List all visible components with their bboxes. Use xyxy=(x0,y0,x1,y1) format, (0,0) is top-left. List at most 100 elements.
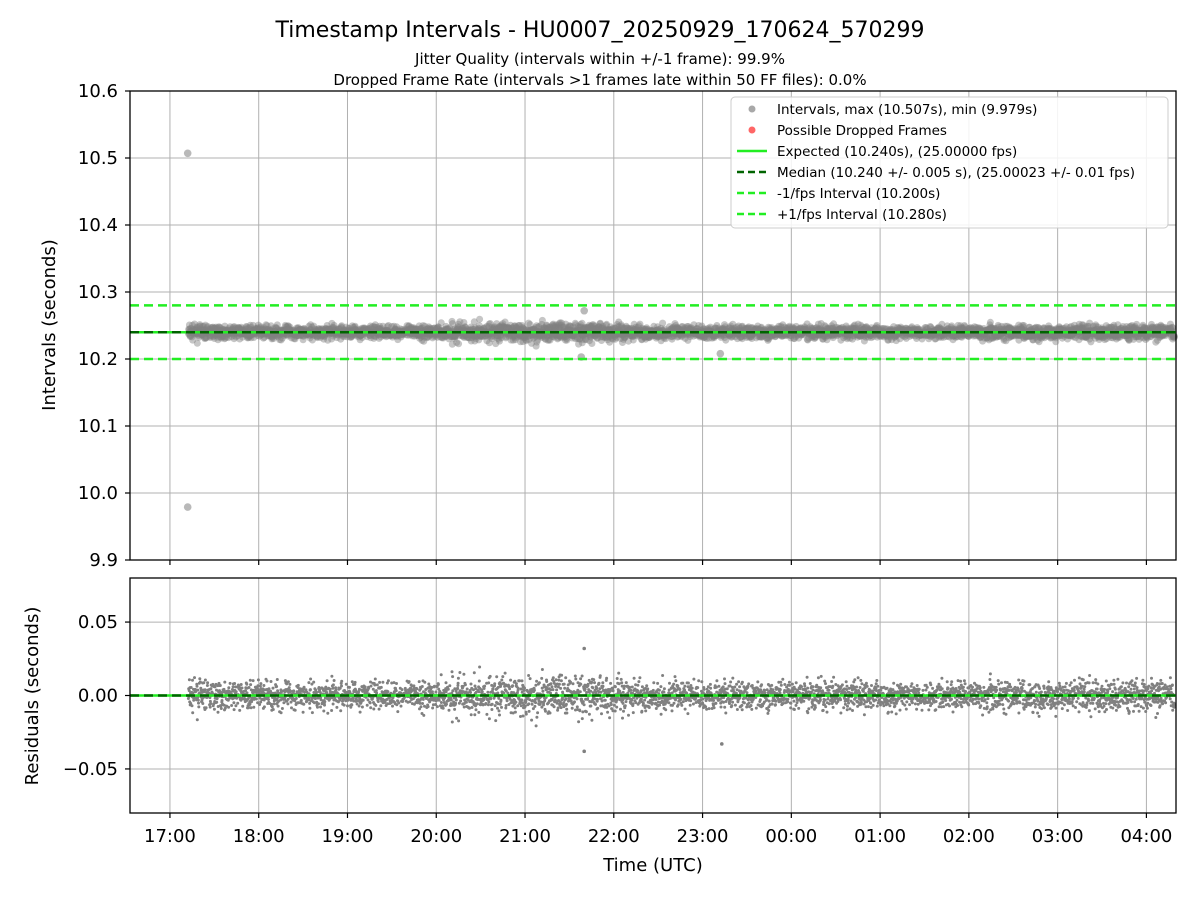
residual-point xyxy=(354,681,357,684)
residual-point xyxy=(323,704,326,707)
interval-point xyxy=(455,340,462,347)
residual-point xyxy=(202,681,205,684)
residual-point xyxy=(372,708,375,711)
residual-point xyxy=(437,683,440,686)
residual-point xyxy=(391,705,394,708)
residual-point xyxy=(434,691,437,694)
chart-subtitle-dropped: Dropped Frame Rate (intervals >1 frames … xyxy=(333,71,866,89)
residual-point xyxy=(266,680,269,683)
residual-point xyxy=(252,706,255,709)
residual-point xyxy=(288,683,291,686)
residual-point xyxy=(227,706,230,709)
residual-point xyxy=(431,690,434,693)
residual-point xyxy=(247,706,250,709)
residual-point xyxy=(281,707,284,710)
residual-point xyxy=(197,699,200,702)
residual-point xyxy=(209,706,212,709)
residual-point xyxy=(323,700,326,703)
residual-point xyxy=(351,680,354,683)
residual-point xyxy=(241,687,244,690)
residual-point xyxy=(309,678,312,681)
residual-point xyxy=(376,683,379,686)
residual-point xyxy=(359,711,362,714)
residual-point xyxy=(204,679,207,682)
residual-point xyxy=(334,689,337,692)
residual-point xyxy=(240,683,243,686)
residual-point xyxy=(294,709,297,712)
residual-point xyxy=(340,685,343,688)
residual-point xyxy=(250,706,253,709)
residual-point xyxy=(374,678,377,681)
residual-point xyxy=(447,688,450,691)
residual-point xyxy=(204,688,207,691)
residual-point xyxy=(209,702,212,705)
residual-point xyxy=(272,687,275,690)
residual-point xyxy=(205,706,208,709)
residual-point xyxy=(387,679,390,682)
residual-point xyxy=(311,711,314,714)
residual-point xyxy=(198,677,201,680)
residual-point xyxy=(395,689,398,692)
residual-point xyxy=(440,673,443,676)
residual-point xyxy=(216,697,219,700)
residual-point xyxy=(234,704,237,707)
residual-point xyxy=(229,682,232,685)
residual-point xyxy=(362,699,365,702)
residual-point xyxy=(332,703,335,706)
residual-point xyxy=(235,690,238,693)
residual-point xyxy=(191,704,194,707)
residual-point xyxy=(215,701,218,704)
residual-point xyxy=(257,678,260,681)
residual-point xyxy=(220,707,223,710)
residual-point xyxy=(440,701,443,704)
residual-point xyxy=(326,679,329,682)
residual-point xyxy=(369,701,372,704)
residual-point xyxy=(386,690,389,693)
residual-point xyxy=(230,704,233,707)
residual-point xyxy=(277,705,280,708)
residual-point xyxy=(280,711,283,714)
residual-point xyxy=(366,704,369,707)
residual-point xyxy=(330,675,333,678)
residual-point xyxy=(322,710,325,713)
residual-point xyxy=(288,686,291,689)
residual-point xyxy=(232,685,235,688)
residual-point xyxy=(248,686,251,689)
residual-point xyxy=(302,711,305,714)
residual-point xyxy=(275,685,278,688)
residual-point xyxy=(196,689,199,692)
residual-point xyxy=(233,682,236,685)
residual-point xyxy=(245,683,248,686)
residual-point xyxy=(308,702,311,705)
residual-point xyxy=(451,670,454,673)
residual-point xyxy=(408,680,411,683)
residual-point xyxy=(335,706,338,709)
interval-outlier-point xyxy=(717,350,725,358)
residual-point xyxy=(307,681,310,684)
interval-point xyxy=(194,340,201,347)
residual-point xyxy=(295,697,298,700)
residual-point xyxy=(369,706,372,709)
residual-point xyxy=(378,681,381,684)
interval-point xyxy=(659,320,666,327)
residual-point xyxy=(223,681,226,684)
residual-point xyxy=(314,697,317,700)
residual-point xyxy=(345,683,348,686)
residual-point xyxy=(276,678,279,681)
residual-point xyxy=(332,683,335,686)
residual-point xyxy=(350,704,353,707)
residual-point xyxy=(312,681,315,684)
interval-outlier-point xyxy=(184,150,192,158)
residual-point xyxy=(319,706,322,709)
residual-point xyxy=(364,686,367,689)
residual-point xyxy=(315,691,318,694)
residual-point xyxy=(442,707,445,710)
residual-point xyxy=(422,714,425,717)
residual-point xyxy=(219,684,222,687)
residual-point xyxy=(340,680,343,683)
residual-point xyxy=(367,687,370,690)
chart-title: Timestamp Intervals - HU0007_20250929_17… xyxy=(274,18,924,43)
residual-point xyxy=(401,688,404,691)
residual-point xyxy=(378,708,381,711)
